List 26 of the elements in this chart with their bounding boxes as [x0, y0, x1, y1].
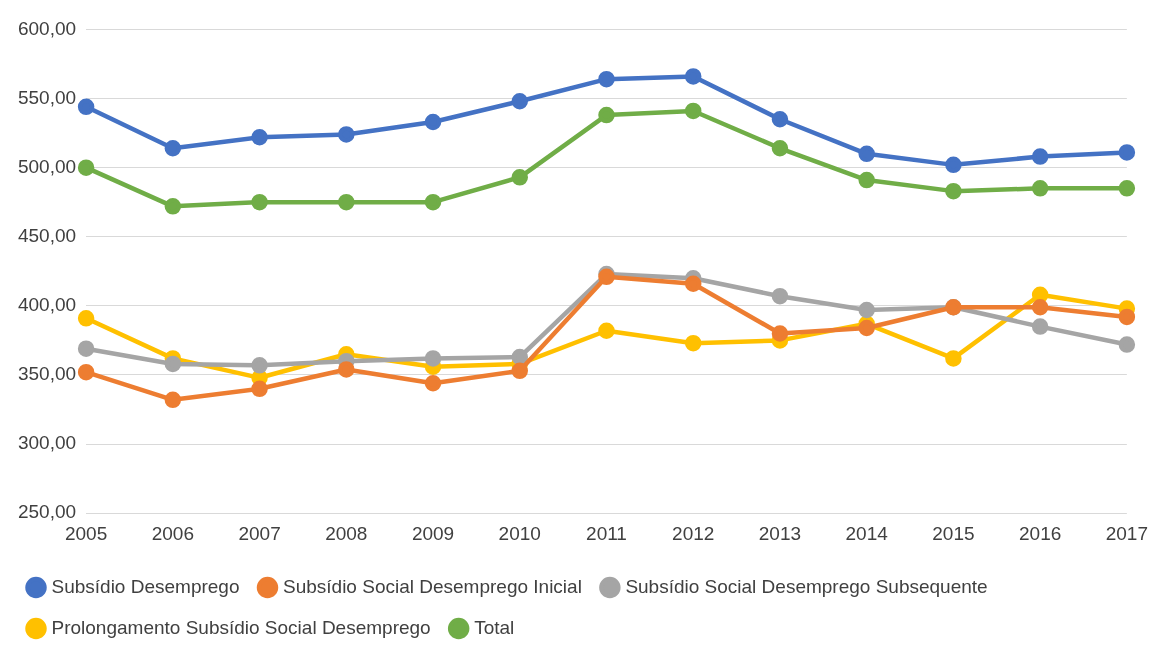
y-tick-label: 350,00 [17, 363, 77, 385]
legend-label: Prolongamento Subsídio Social Desemprego [51, 616, 431, 638]
x-tick-label: 2005 [64, 522, 108, 544]
x-tick-label: 2011 [586, 522, 627, 544]
y-tick-label: 400,00 [17, 294, 77, 316]
y-tick-label: 600,00 [17, 17, 77, 39]
legend-label: Total [474, 616, 515, 638]
x-tick-label: 2008 [325, 522, 368, 544]
y-tick-label: 300,00 [17, 432, 77, 454]
legend-label: Subsídio Desemprego [51, 575, 240, 597]
legend-label: Subsídio Social Desemprego Subsequente [625, 575, 988, 597]
y-tick-label: 250,00 [17, 501, 77, 523]
x-tick-label: 2016 [1019, 522, 1062, 544]
legend-label: Subsídio Social Desemprego Inicial [283, 575, 582, 597]
y-tick-label: 550,00 [17, 86, 77, 108]
y-tick-label: 450,00 [17, 224, 77, 246]
x-tick-label: 2006 [151, 522, 194, 544]
x-tick-label: 2014 [845, 522, 889, 544]
x-tick-label: 2015 [932, 522, 975, 544]
x-tick-label: 2017 [1105, 522, 1149, 544]
x-tick-label: 2009 [411, 522, 455, 544]
y-tick-label: 500,00 [17, 155, 77, 177]
x-tick-label: 2013 [758, 522, 802, 544]
x-tick-label: 2010 [498, 522, 541, 544]
x-tick-label: 2007 [238, 522, 281, 544]
x-tick-label: 2012 [672, 522, 715, 544]
